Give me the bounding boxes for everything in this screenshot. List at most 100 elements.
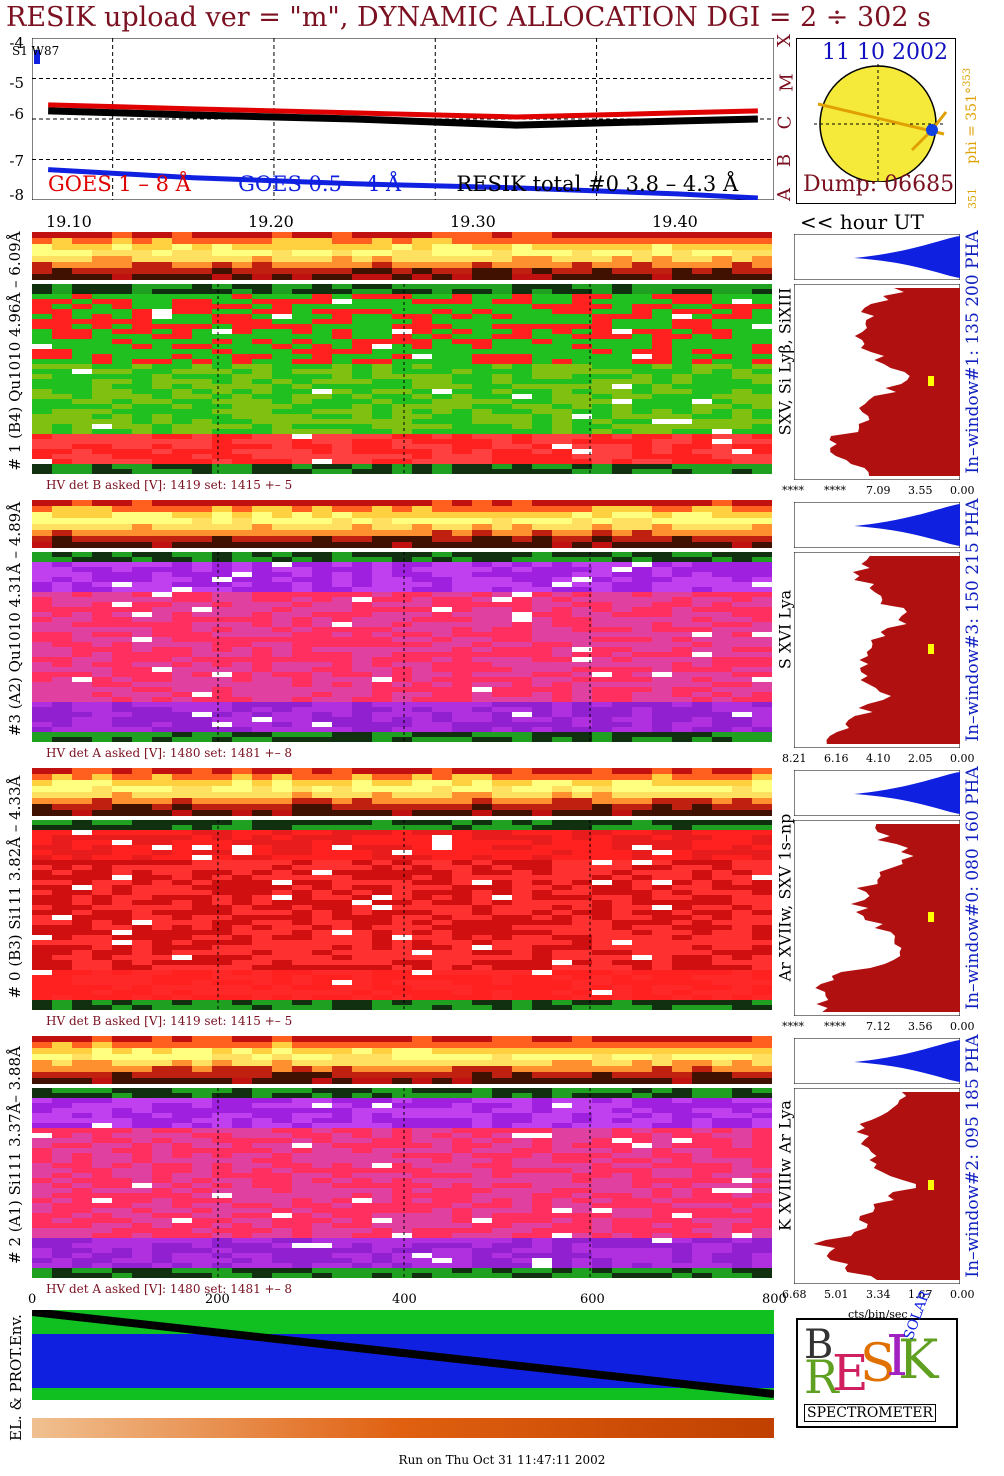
sun-date: 11 10 2002	[822, 40, 948, 65]
flare-class-x: X	[773, 34, 795, 47]
flare-class-m: M	[776, 73, 798, 92]
run-timestamp: Run on Thu Oct 31 11:47:11 2002	[398, 1453, 606, 1467]
in-window-label: In–window#2: 095 185 PHA	[963, 1034, 983, 1278]
y-tick: -8	[9, 186, 24, 204]
pha-tick: ****	[824, 1020, 846, 1033]
time-tick: 19.10	[46, 212, 92, 231]
environment-label: EL. & PROT.Env.	[7, 1314, 25, 1441]
logo-letter-k: K	[898, 1328, 939, 1391]
legend-resik-total: RESIK total #0 3.8 – 4.3 Å	[456, 172, 739, 196]
marker-icon	[34, 50, 40, 64]
spectrogram-band	[32, 768, 772, 816]
spectral-lines-label: Ar XVIIw, SXV 1s–np	[775, 813, 795, 982]
pha-tick: 0.00	[950, 752, 975, 765]
spectrogram-image	[32, 820, 772, 1010]
page-title: RESIK upload ver = "m", DYNAMIC ALLOCATI…	[6, 2, 931, 33]
corner-label: S1 W87	[12, 44, 60, 58]
flare-class-b: B	[774, 153, 796, 168]
phi-label: phi = 351°353	[962, 67, 980, 164]
flare-class-a: A	[774, 188, 795, 201]
spectral-lines-label: S XVI Lya	[775, 589, 795, 670]
pha-tick: 5.01	[824, 1288, 849, 1301]
logo-letter-b: B	[804, 1322, 834, 1368]
y-tick: -6	[9, 105, 24, 123]
pha-tick: 0.00	[950, 1288, 975, 1301]
pha-tick: 1.67	[908, 1288, 933, 1301]
pha-tick: 6.68	[782, 1288, 807, 1301]
spectral-lines-label: SXV, Si Lyβ, SiXIII	[775, 287, 795, 436]
hv-status: HV det B asked [V]: 1419 set: 1415 +– 5	[46, 478, 293, 492]
bin-tick: 0	[28, 1292, 37, 1307]
pha-tick: 8.21	[782, 752, 807, 765]
pha-tick: 7.12	[866, 1020, 891, 1033]
pha-tick: ****	[782, 484, 804, 497]
bin-tick: 800	[762, 1292, 787, 1307]
logo-letter-e: E	[832, 1344, 869, 1402]
resik-logo: B R E S I K SOLAR SPECTROMETER	[796, 1289, 958, 1428]
goes-lightcurve-chart	[32, 38, 774, 200]
pha-histogram-main	[794, 552, 960, 748]
pha-tick: 7.09	[866, 484, 891, 497]
logo-letter-r: R	[804, 1350, 839, 1404]
phi-bottom: 351	[966, 188, 979, 209]
sun-dump-number: Dump: 06685	[803, 172, 955, 197]
bin-tick: 400	[392, 1292, 417, 1307]
logo-letter-i: I	[886, 1324, 909, 1389]
pha-tick: ****	[782, 1020, 804, 1033]
time-tick: 19.20	[248, 212, 294, 231]
panel-crystal-label: #3 (A2) Qu1010 4.31Å – 4.89Å	[6, 501, 24, 737]
series-line-0	[48, 102, 758, 120]
bin-axis: 0 200 400 600 800	[0, 1290, 800, 1310]
pha-tick: 6.16	[824, 752, 849, 765]
y-tick: -5	[9, 74, 24, 92]
spectrogram-band	[32, 500, 772, 548]
series-line-1	[47, 167, 758, 200]
spectrogram-image	[32, 1088, 772, 1278]
goes-plot: -4 -5 -6 -7 -8 S1 W87 GOES 1 – 8 Å GOES …	[0, 0, 1004, 210]
panel-crystal-label: # 1 (B4) Qu1010 4.96Å – 6.09Å	[6, 231, 24, 471]
pha-histogram-small	[794, 770, 960, 816]
environment-panel	[32, 1310, 774, 1438]
panel-crystal-label: # 0 (B3) Si111 3.82Å – 4.33Å	[6, 775, 24, 999]
legend-goes-long: GOES 1 – 8 Å	[48, 172, 191, 196]
in-window-label: In–window#1: 135 200 PHA	[963, 230, 983, 474]
spectrogram-image	[32, 552, 772, 742]
bin-tick: 600	[580, 1292, 605, 1307]
pha-tick: 3.55	[908, 484, 933, 497]
spectrogram-image	[32, 284, 772, 474]
spectrogram-band	[32, 1036, 772, 1084]
sun-disk-icon	[814, 64, 948, 182]
pha-tick: ****	[824, 484, 846, 497]
y-tick: -4	[9, 34, 24, 52]
goes-legend: GOES 1 – 8 Å GOES 0.5 – 4 Å RESIK total …	[48, 172, 738, 196]
pha-tick: 2.05	[908, 752, 933, 765]
pha-histogram-main	[794, 284, 960, 480]
legend-goes-short: GOES 0.5 – 4 Å	[238, 172, 402, 196]
pha-unit: cts/bin/sec	[848, 1308, 908, 1321]
pha-histogram-main	[794, 1088, 960, 1284]
pha-tick: 3.56	[908, 1020, 933, 1033]
flare-class-c: C	[774, 115, 796, 130]
time-tick: 19.40	[652, 212, 698, 231]
hv-status: HV det B asked [V]: 1419 set: 1415 +– 5	[46, 1014, 293, 1028]
spectrogram-band	[32, 232, 772, 280]
pha-tick: 0.00	[950, 1020, 975, 1033]
logo-word: SPECTROMETER	[804, 1404, 936, 1422]
logo-letter-s: S	[860, 1334, 896, 1394]
pha-tick: 3.34	[866, 1288, 891, 1301]
pha-histogram-main	[794, 820, 960, 1016]
hv-status: HV det A asked [V]: 1480 set: 1481 +– 8	[46, 746, 293, 760]
pha-tick: 0.00	[950, 484, 975, 497]
bin-tick: 200	[205, 1292, 230, 1307]
time-tick: 19.30	[450, 212, 496, 231]
hv-status: HV det A asked [V]: 1480 set: 1481 +– 8	[46, 1282, 293, 1296]
pha-histogram-small	[794, 502, 960, 548]
in-window-label: In–window#3: 150 215 PHA	[963, 498, 983, 742]
y-tick: -7	[9, 152, 24, 170]
in-window-label: In–window#0: 080 160 PHA	[963, 766, 983, 1010]
time-unit: << hour UT	[800, 210, 924, 234]
pha-tick: 4.10	[866, 752, 891, 765]
spectral-lines-label: K XVIIIw Ar Lya	[775, 1100, 795, 1231]
series-line-2	[48, 107, 758, 129]
pha-histogram-small	[794, 1038, 960, 1084]
